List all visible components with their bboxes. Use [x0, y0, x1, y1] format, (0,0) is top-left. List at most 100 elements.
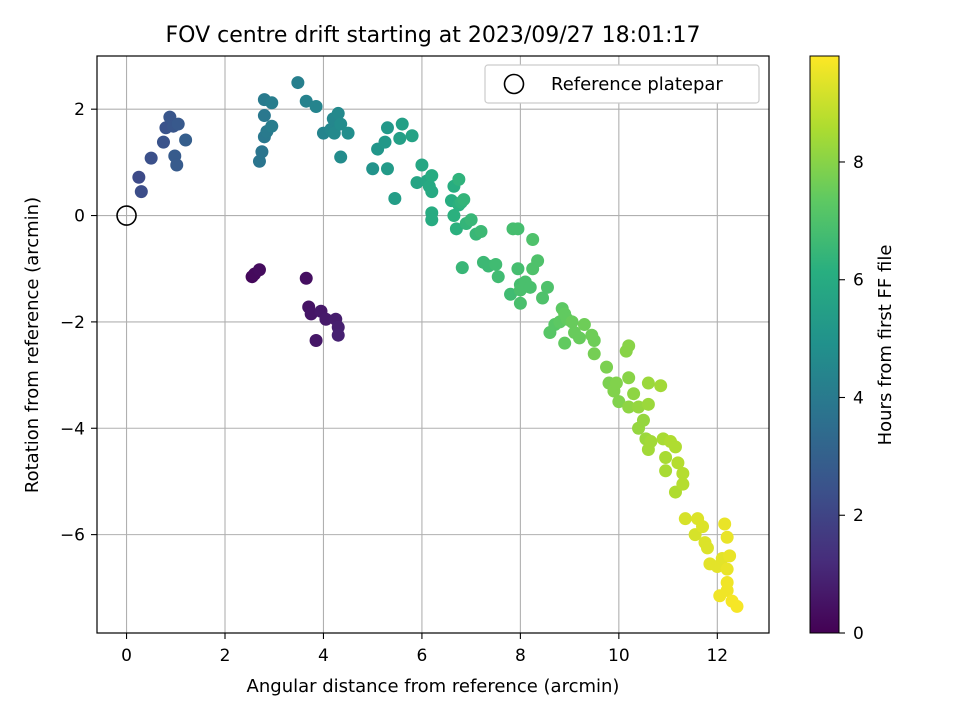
data-point	[156, 135, 170, 149]
data-point	[331, 328, 345, 342]
data-point	[609, 376, 623, 390]
data-point	[452, 172, 466, 186]
plot-frame	[96, 55, 770, 634]
y-tick-label: 2	[74, 100, 85, 120]
data-point	[641, 397, 655, 411]
colorbar	[809, 55, 840, 634]
data-point	[720, 575, 734, 589]
data-point	[622, 339, 636, 353]
x-tick-label: 12	[706, 646, 728, 666]
data-point	[265, 96, 279, 110]
data-point	[380, 121, 394, 135]
data-point	[659, 451, 673, 465]
data-point	[410, 176, 424, 190]
data-point	[489, 257, 503, 271]
data-point	[299, 94, 313, 108]
data-point	[491, 270, 505, 284]
data-point	[627, 387, 641, 401]
data-point	[612, 395, 626, 409]
data-point	[572, 331, 586, 345]
x-tick-label: 4	[318, 646, 329, 666]
data-point	[730, 599, 744, 613]
colorbar-tick-label: 0	[853, 624, 864, 644]
data-point	[299, 271, 313, 285]
data-point	[265, 119, 279, 133]
data-point	[447, 209, 461, 223]
data-point	[331, 106, 345, 120]
reference-marker	[116, 205, 137, 226]
data-point	[587, 347, 601, 361]
data-point	[341, 126, 355, 140]
data-point	[720, 562, 734, 576]
data-point	[457, 193, 471, 207]
data-point	[504, 287, 518, 301]
colorbar-tick-label: 2	[853, 506, 864, 526]
data-point	[388, 192, 402, 206]
data-point	[309, 100, 323, 114]
data-point	[304, 307, 318, 321]
colorbar-ticks: 0 2 4 6 8	[839, 153, 864, 644]
data-point	[170, 158, 184, 172]
data-point	[536, 291, 550, 305]
data-point	[393, 131, 407, 145]
legend: Reference platepar	[484, 64, 760, 104]
colorbar-label: Hours from first FF file	[875, 245, 896, 446]
colorbar-tick-label: 6	[853, 271, 864, 291]
data-point	[540, 280, 554, 294]
data-point	[700, 541, 714, 555]
data-point	[622, 400, 636, 414]
data-point	[464, 213, 478, 227]
data-point	[659, 464, 673, 478]
data-point	[455, 261, 469, 275]
data-points	[132, 76, 744, 613]
data-point	[425, 213, 439, 227]
data-point	[449, 222, 463, 236]
data-point	[425, 169, 439, 183]
y-tick-label: −4	[60, 419, 85, 439]
legend-box	[484, 64, 760, 104]
data-point	[636, 413, 650, 427]
y-tick-label: 0	[74, 207, 85, 227]
colorbar-tick-label: 4	[853, 388, 864, 408]
data-point	[531, 254, 545, 268]
data-point	[378, 135, 392, 149]
x-axis-ticks: 0 2 4 6 8 10 12	[121, 633, 728, 666]
data-point	[718, 517, 732, 531]
legend-label: Reference platepar	[551, 74, 723, 95]
data-point	[565, 315, 579, 329]
data-point	[171, 117, 185, 131]
x-tick-label: 8	[515, 646, 526, 666]
data-point	[474, 224, 488, 238]
x-tick-label: 10	[608, 646, 630, 666]
x-tick-label: 2	[220, 646, 231, 666]
data-point	[671, 456, 685, 470]
data-point	[558, 336, 572, 350]
data-point	[134, 185, 148, 199]
data-point	[415, 158, 429, 172]
data-point	[676, 466, 690, 480]
data-point	[676, 477, 690, 491]
x-tick-label: 6	[417, 646, 428, 666]
data-point	[319, 312, 333, 326]
data-point	[425, 185, 439, 199]
data-point	[587, 334, 601, 348]
data-point	[654, 379, 668, 393]
data-point	[513, 296, 527, 310]
data-point	[644, 435, 658, 449]
data-point	[723, 549, 737, 563]
x-tick-label: 0	[121, 646, 132, 666]
data-point	[720, 530, 734, 544]
chart-title: FOV centre drift starting at 2023/09/27 …	[166, 23, 701, 48]
data-point	[622, 371, 636, 385]
data-point	[523, 280, 537, 294]
data-point	[380, 162, 394, 176]
data-point	[144, 151, 158, 165]
y-tick-label: −6	[60, 526, 85, 546]
data-point	[257, 109, 271, 123]
data-point	[334, 117, 348, 131]
y-axis-label: Rotation from reference (arcmin)	[22, 197, 43, 493]
data-point	[334, 150, 348, 164]
data-point	[366, 162, 380, 176]
data-point	[309, 334, 323, 348]
grid-lines	[97, 56, 769, 633]
